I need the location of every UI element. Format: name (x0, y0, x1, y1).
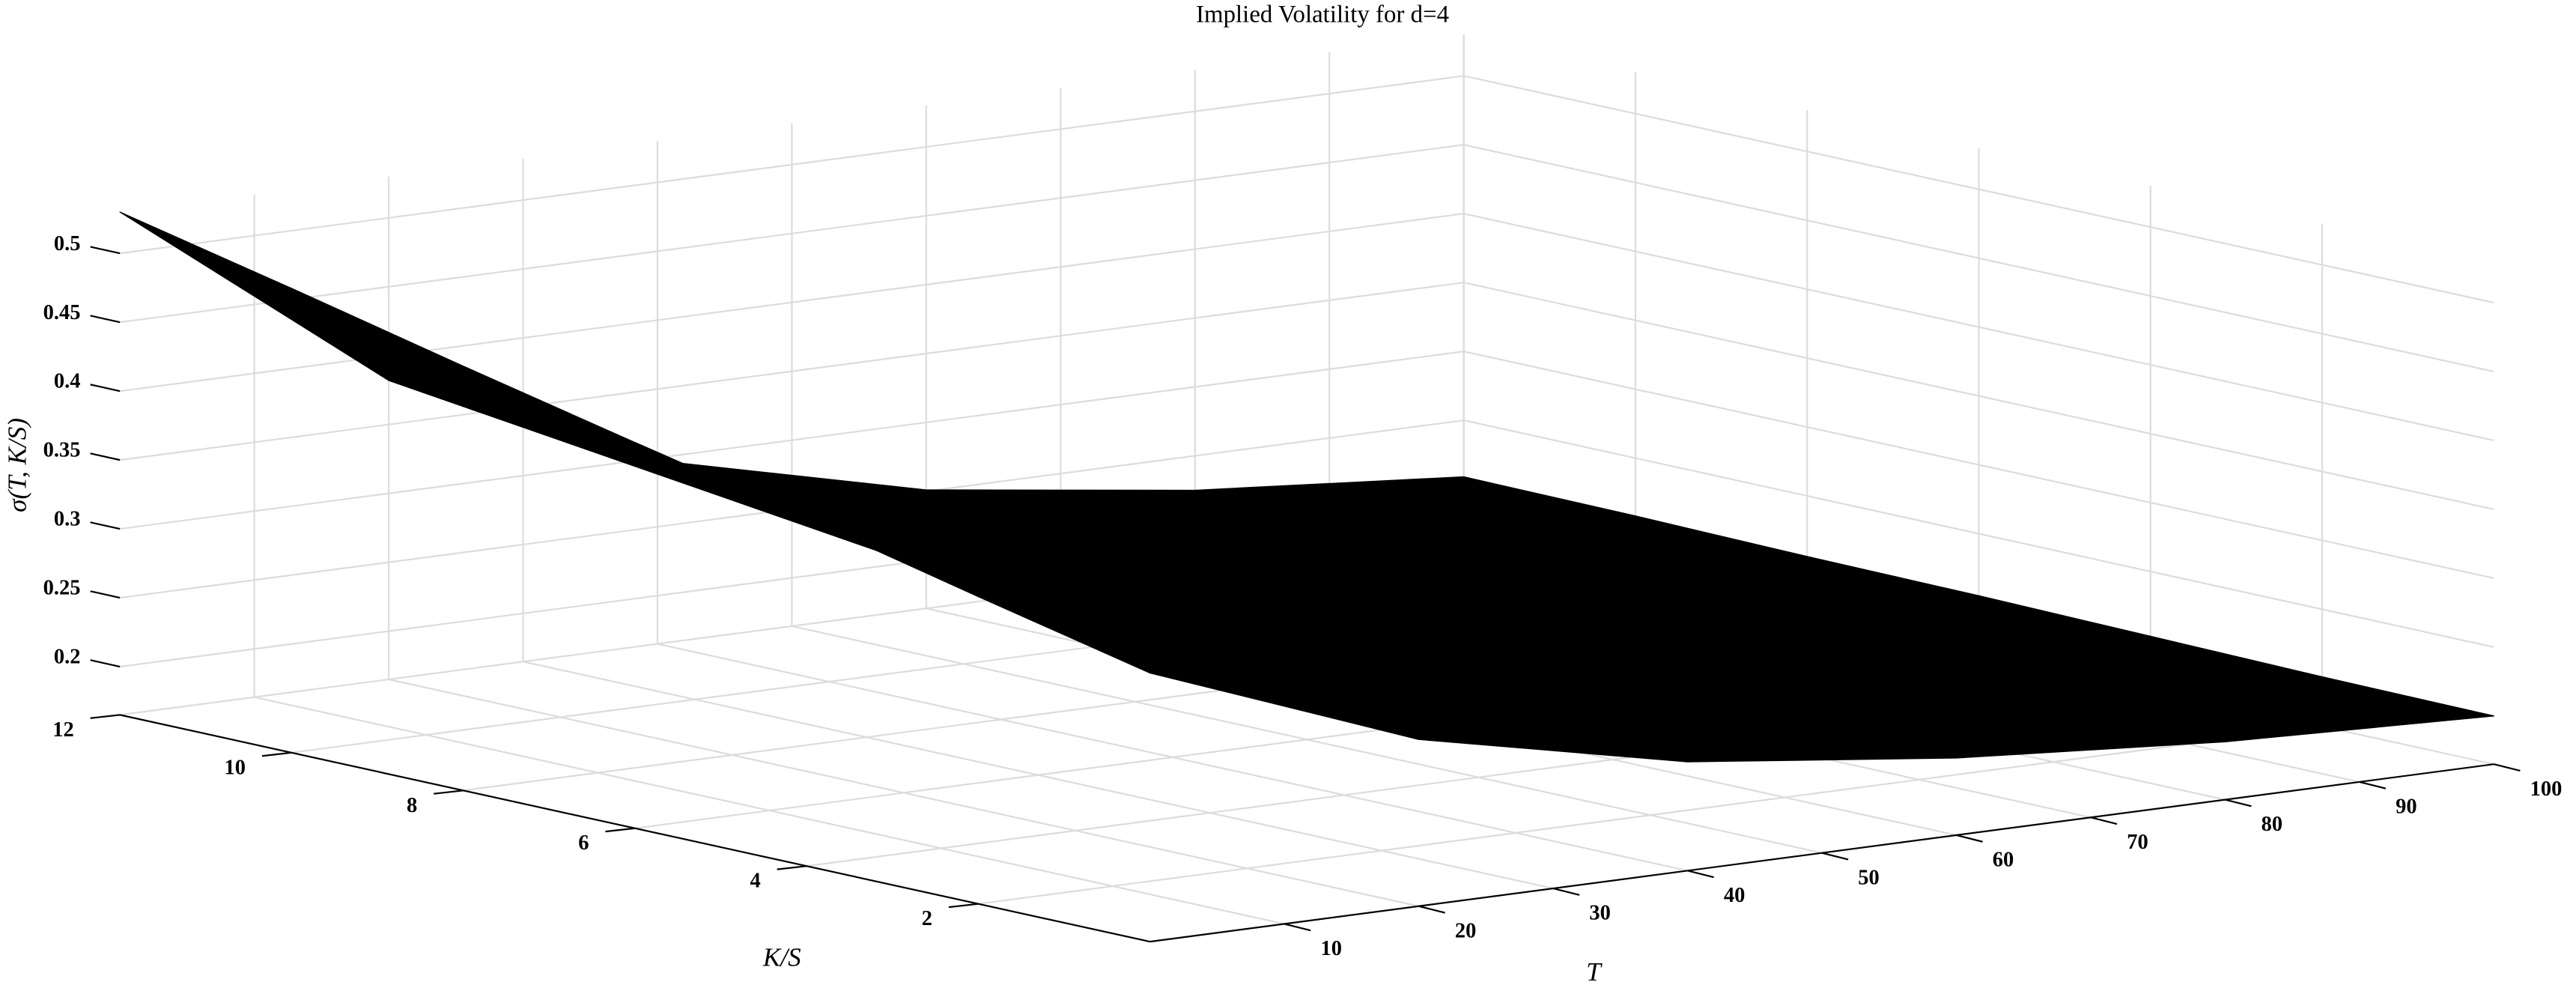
z-tick-label: 0.35 (43, 439, 81, 462)
z-tick (90, 659, 121, 668)
x-tick-label: 70 (2127, 831, 2148, 854)
chart-title: Implied Volatility for d=4 (1196, 1, 1449, 28)
y-tick-label: 6 (578, 831, 589, 855)
grid-line (978, 725, 2323, 905)
y-tick-label: 12 (52, 718, 74, 742)
z-tick (90, 246, 121, 255)
z-tick (90, 590, 121, 599)
z-tick-label: 0.25 (43, 577, 81, 600)
z-tick-label: 0.5 (54, 232, 81, 255)
z-tick (90, 521, 121, 530)
y-tick (948, 903, 979, 909)
y-tick-label: 10 (224, 756, 246, 779)
y-tick (434, 790, 464, 795)
y-tick (777, 865, 807, 870)
x-tick-label: 10 (1320, 937, 1342, 960)
x-tick (2225, 798, 2252, 807)
x-tick-label: 60 (1993, 849, 2014, 872)
x-tick (1821, 852, 1849, 861)
x-tick (1956, 834, 1983, 843)
z-tick (90, 315, 121, 324)
z-tick-label: 0.2 (54, 646, 81, 669)
z-tick (90, 384, 121, 393)
x-tick-label: 100 (2530, 778, 2563, 801)
x-tick-label: 80 (2261, 813, 2283, 836)
x-tick-label: 50 (1858, 866, 1880, 889)
z-tick-label: 0.4 (54, 370, 81, 393)
x-tick-label: 30 (1589, 902, 1611, 925)
y-tick-label: 4 (750, 870, 760, 893)
x-tick-label: 20 (1455, 919, 1477, 942)
surface-patch (977, 595, 1420, 740)
x-tick (1687, 870, 1714, 879)
y-tick-label: 2 (922, 907, 932, 930)
x-tick-label: 90 (2396, 795, 2417, 819)
y-tick (90, 714, 121, 719)
y-axis (119, 714, 1150, 943)
x-tick (1418, 905, 1446, 914)
z-tick-label: 0.45 (43, 301, 81, 324)
x-tick (2359, 781, 2387, 790)
surface-patch (291, 288, 733, 501)
y-tick (605, 827, 636, 833)
y-tick-label: 8 (407, 794, 417, 817)
x-tick (2090, 816, 2118, 825)
z-axis-label: σ(T, K/S) (2, 418, 31, 512)
x-tick (1284, 923, 1311, 932)
x-tick-label: 40 (1724, 884, 1746, 907)
z-tick (90, 452, 121, 461)
surface-patch (119, 211, 561, 441)
x-tick (2494, 763, 2521, 772)
x-tick (1552, 887, 1580, 896)
y-axis-label: K/S (762, 942, 801, 972)
x-axis-label: T (1586, 957, 1603, 987)
z-tick-label: 0.3 (54, 508, 81, 531)
y-tick (261, 751, 292, 757)
